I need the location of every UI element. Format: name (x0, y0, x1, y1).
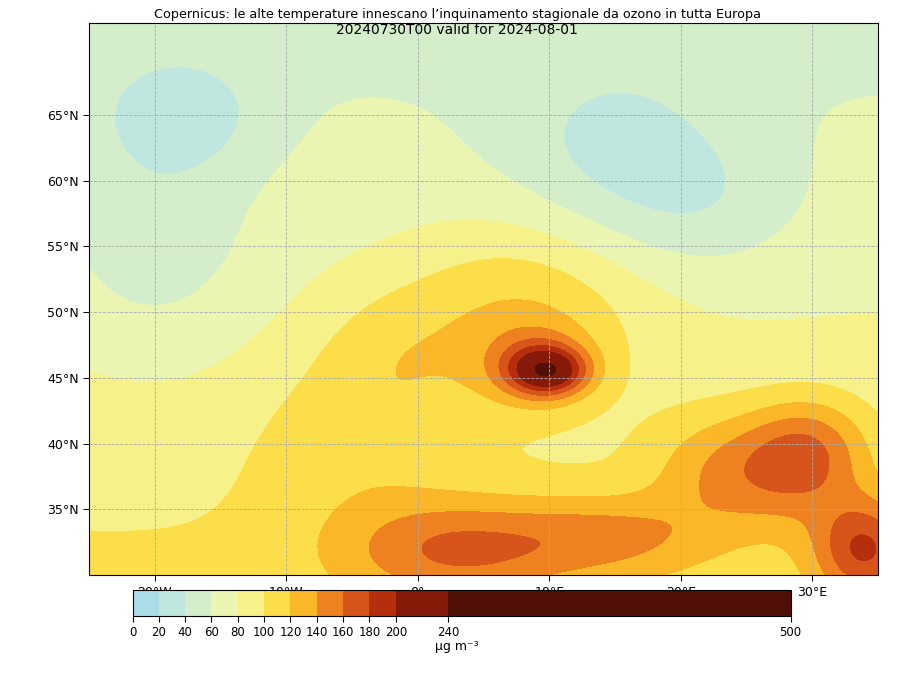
Text: μg m⁻³: μg m⁻³ (435, 640, 479, 653)
Text: Copernicus: le alte temperature innescano l’inquinamento stagionale da ozono in : Copernicus: le alte temperature innescan… (154, 8, 760, 21)
Text: 20240730T00 valid for 2024-08-01: 20240730T00 valid for 2024-08-01 (336, 23, 578, 37)
